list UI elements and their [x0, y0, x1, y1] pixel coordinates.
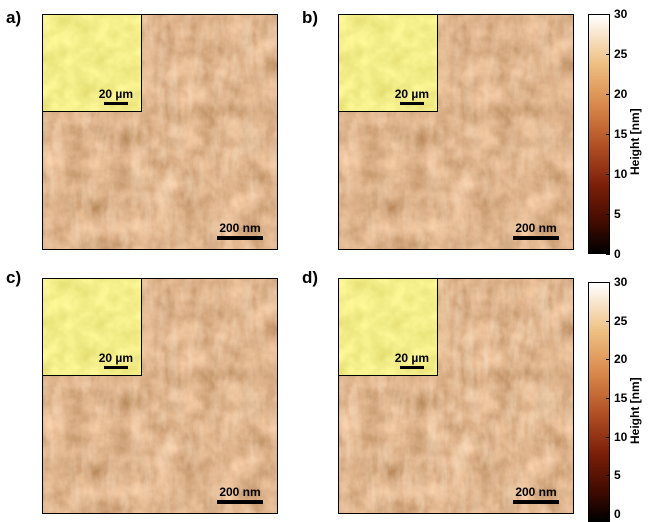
scale-line-b [513, 236, 559, 240]
colorbar-bottom-tick-mark [606, 514, 610, 515]
scale-bar-c: 200 nm [217, 486, 263, 504]
inset-scale-line-b [399, 102, 424, 105]
inset-scale-line-d [399, 366, 424, 369]
optical-inset-b: 20 µm [339, 15, 438, 112]
afm-texture-b [339, 15, 573, 249]
scale-line-d [513, 500, 559, 504]
inset-scale-bar-c: 20 µm [99, 352, 133, 369]
colorbar-bottom-tick-label: 5 [614, 468, 621, 483]
panel-b-label: b) [302, 8, 319, 27]
inset-texture-a [43, 15, 141, 111]
colorbar-bottom-tick-mark [606, 320, 610, 322]
inset-scale-line-a [103, 102, 128, 105]
colorbar-bottom-label: Height [nm] [628, 377, 642, 444]
colorbar-bottom-tick-mark [606, 475, 610, 477]
colorbar-bottom [588, 282, 610, 522]
panel-a-label: a) [6, 8, 22, 27]
afm-image-b: 20 µm 200 nm [338, 14, 574, 250]
colorbar-top-tick-label: 30 [614, 7, 628, 21]
inset-scale-label-d: 20 µm [394, 351, 429, 365]
panel-c-label: c) [6, 268, 22, 287]
colorbar-top-tick-label: 25 [614, 47, 628, 61]
colorbar-top-tick-mark [606, 174, 610, 175]
scale-label-a: 200 nm [219, 221, 261, 235]
scale-label-d: 200 nm [515, 485, 557, 499]
scale-bar-b: 200 nm [513, 222, 559, 240]
colorbar-bottom-tick-label: 20 [614, 352, 628, 367]
colorbar-top-tick-mark [606, 254, 610, 255]
colorbar-top-tick-mark [606, 94, 610, 95]
colorbar-bottom-tick-label: 15 [614, 391, 628, 405]
inset-scale-label-a: 20 µm [98, 87, 133, 101]
afm-image-c: 20 µm 200 nm [42, 278, 278, 514]
scale-line-c [217, 500, 263, 504]
colorbar-bottom-tick-label: 10 [614, 429, 628, 444]
colorbar-top-tick-label: 15 [614, 127, 628, 141]
colorbar-top-tick-label: 0 [614, 247, 621, 261]
colorbar-bottom-tick-mark [606, 359, 610, 361]
inset-scale-label-b: 20 µm [394, 87, 429, 101]
inset-scale-label-c: 20 µm [98, 351, 133, 365]
inset-scale-bar-d: 20 µm [395, 352, 429, 369]
afm-image-d: 20 µm 200 nm [338, 278, 574, 514]
colorbar-top-tick-mark [606, 14, 610, 15]
colorbar-top-tick-label: 20 [614, 87, 628, 101]
inset-texture-b [339, 15, 437, 111]
scale-line-a [217, 236, 263, 240]
colorbar-top-label: Height [nm] [628, 108, 642, 175]
scale-label-b: 200 nm [515, 221, 557, 235]
colorbar-bottom-tick-label: 25 [614, 313, 628, 328]
colorbar-bottom-tick-mark [606, 436, 610, 438]
optical-inset-a: 20 µm [43, 15, 142, 112]
inset-scale-bar-b: 20 µm [395, 88, 429, 105]
colorbar-top-tick-label: 5 [614, 207, 621, 221]
colorbar-top-tick-mark [606, 54, 610, 55]
scale-bar-a: 200 nm [217, 222, 263, 240]
inset-scale-line-c [103, 366, 128, 369]
colorbar-bottom-tick-mark [606, 282, 610, 283]
inset-texture-d [339, 279, 437, 375]
colorbar-top-tick-mark [606, 134, 610, 135]
optical-inset-d: 20 µm [339, 279, 438, 376]
colorbar-bottom-tick-mark [606, 398, 610, 399]
inset-texture-c [43, 279, 141, 375]
inset-scale-bar-a: 20 µm [99, 88, 133, 105]
colorbar-top-tick-label: 10 [614, 167, 628, 181]
panel-d-label: d) [302, 268, 319, 287]
scale-bar-d: 200 nm [513, 486, 559, 504]
colorbar-bottom-tick-label: 0 [614, 507, 621, 521]
colorbar-bottom-tick-label: 30 [614, 275, 628, 289]
colorbar-top-tick-mark [606, 214, 610, 215]
optical-inset-c: 20 µm [43, 279, 142, 376]
scale-label-c: 200 nm [219, 485, 261, 499]
afm-image-a: 20 µm 200 nm [42, 14, 278, 250]
